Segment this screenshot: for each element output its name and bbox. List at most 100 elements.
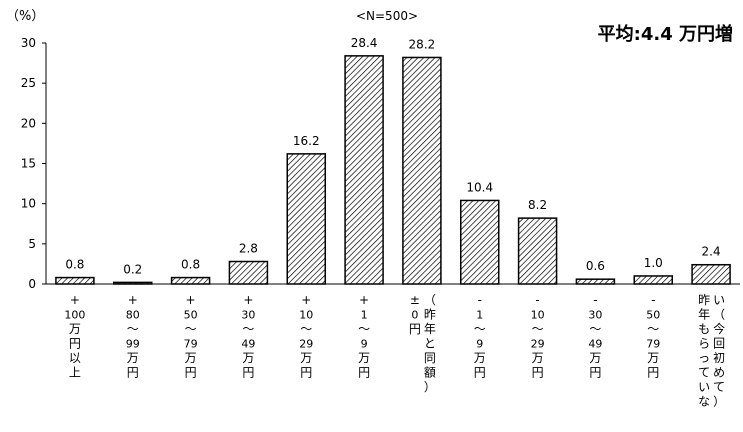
category-label: 万 [647, 351, 659, 365]
category-label: - [478, 293, 482, 307]
category-label: 円 [589, 366, 601, 380]
category-label: ～ [185, 322, 197, 336]
value-label: 2.8 [239, 242, 258, 256]
category-label: 49 [241, 338, 255, 351]
category-label: ） [424, 380, 436, 394]
category-label: 100 [64, 309, 85, 322]
category-label: 昨 [698, 293, 710, 307]
category-label: 80 [126, 309, 140, 322]
category-label: 万 [242, 351, 254, 365]
bar [691, 263, 731, 285]
value-label: 0.8 [65, 258, 84, 272]
category-label: 円 [647, 366, 659, 380]
category-label: 年 [698, 308, 710, 322]
category-label: + [186, 293, 196, 307]
value-label: 16.2 [293, 134, 320, 148]
y-axis-unit-label: （%） [6, 9, 44, 24]
category-label: 万 [127, 351, 139, 365]
value-label: 0.6 [586, 259, 605, 273]
category-label: 以 [69, 351, 81, 365]
category-label: 今 [713, 321, 725, 336]
bar [170, 276, 211, 285]
bar [460, 199, 500, 285]
category-label: + [128, 293, 138, 307]
category-label: 79 [646, 338, 660, 351]
category-label: 上 [69, 366, 81, 380]
category-label: 99 [126, 338, 140, 351]
category-label: 万 [358, 351, 370, 365]
category-label: 1 [476, 309, 483, 322]
category-label: 10 [299, 309, 313, 322]
y-tick-label: 15 [21, 157, 36, 171]
value-label: 10.4 [466, 180, 493, 194]
category-label: + [359, 293, 369, 307]
category-label: 50 [184, 309, 198, 322]
category-label: 回 [713, 337, 725, 351]
category-label: め [713, 366, 725, 380]
bar [633, 275, 673, 285]
category-label: 29 [531, 338, 545, 351]
category-label: ～ [647, 322, 659, 336]
value-label: 2.4 [702, 245, 721, 259]
category-label: も [698, 322, 710, 336]
category-label: 万 [185, 351, 197, 365]
sample-size-label: <N=500> [356, 9, 418, 23]
category-label: ～ [532, 322, 544, 336]
value-label: 1.0 [644, 256, 663, 270]
category-label: 円 [242, 366, 254, 380]
value-label: 8.2 [528, 198, 547, 212]
value-label: 28.4 [351, 36, 378, 50]
y-tick-label: 30 [21, 36, 36, 50]
category-label: ら [698, 337, 710, 351]
y-axis-ticks: 0 5 10 15 20 25 30 [21, 36, 46, 291]
category-label: な [698, 395, 710, 409]
y-tick-label: 25 [21, 76, 36, 90]
category-label: ～ [300, 322, 312, 336]
category-label: （ [424, 293, 436, 307]
category-label: 年 [424, 322, 436, 336]
category-label: と [424, 337, 436, 351]
category-label: ～ [242, 322, 254, 336]
category-label: て [713, 380, 725, 394]
category-label: ～ [474, 322, 486, 336]
category-label: 1 [361, 309, 368, 322]
category-label: 50 [646, 309, 660, 322]
category-label: 30 [241, 309, 255, 322]
bar-series [55, 55, 731, 285]
category-label: + [243, 293, 253, 307]
category-label: ～ [358, 322, 370, 336]
category-label: い [713, 293, 725, 307]
category-label: ± [410, 293, 420, 307]
y-tick-label: 5 [28, 237, 36, 251]
value-label: 28.2 [409, 37, 436, 51]
category-label: 同 [424, 351, 436, 365]
category-label: 万 [474, 351, 486, 365]
category-label: 円 [358, 366, 370, 380]
category-label: 円 [474, 366, 486, 380]
category-label: 昨 [424, 308, 436, 322]
category-label: + [301, 293, 311, 307]
category-label: 79 [184, 338, 198, 351]
bar [517, 217, 558, 285]
value-label: 0.2 [123, 262, 142, 276]
category-label: - [651, 293, 655, 307]
category-label: っ [698, 351, 710, 365]
category-label: 30 [588, 309, 602, 322]
category-labels: +100万円以上+80～99万円+50～79万円+30～49万円+10～29万円… [64, 293, 725, 409]
category-label: 9 [361, 338, 368, 351]
bar [402, 56, 442, 285]
category-label: 円 [69, 337, 81, 351]
category-label: ～ [127, 322, 139, 336]
bar [286, 153, 326, 285]
category-label: 10 [531, 309, 545, 322]
category-label: ） [713, 395, 725, 409]
category-label: て [698, 366, 710, 380]
category-label: 9 [476, 338, 483, 351]
value-label: 0.8 [181, 258, 200, 272]
y-tick-label: 20 [21, 116, 36, 130]
category-label: い [698, 380, 710, 394]
category-label: 円 [185, 366, 197, 380]
category-label: - [593, 293, 597, 307]
category-label: 万 [532, 351, 544, 365]
